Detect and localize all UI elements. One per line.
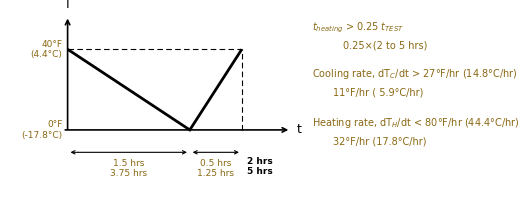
Text: t: t (296, 123, 301, 136)
Text: 0.5 hrs
1.25 hrs: 0.5 hrs 1.25 hrs (197, 159, 235, 179)
Text: 2 hrs
5 hrs: 2 hrs 5 hrs (247, 157, 273, 176)
Text: 32°F/hr (17.8°C/hr): 32°F/hr (17.8°C/hr) (333, 137, 426, 147)
Text: T: T (64, 0, 71, 11)
Text: 0.25×(2 to 5 hrs): 0.25×(2 to 5 hrs) (343, 40, 427, 50)
Text: 1.5 hrs
3.75 hrs: 1.5 hrs 3.75 hrs (110, 159, 147, 179)
Text: 0°F
(-17.8°C): 0°F (-17.8°C) (21, 120, 62, 140)
Text: Heating rate, dT$_H$/dt < 80°F/hr (44.4°C/hr): Heating rate, dT$_H$/dt < 80°F/hr (44.4°… (312, 116, 519, 130)
Text: $t_{heating}$ > 0.25 $t_{TEST}$: $t_{heating}$ > 0.25 $t_{TEST}$ (312, 20, 404, 34)
Text: Cooling rate, dT$_C$/dt > 27°F/hr (14.8°C/hr): Cooling rate, dT$_C$/dt > 27°F/hr (14.8°… (312, 67, 517, 81)
Text: 11°F/hr ( 5.9°C/hr): 11°F/hr ( 5.9°C/hr) (333, 87, 423, 97)
Text: 40°F
(4.4°C): 40°F (4.4°C) (31, 40, 62, 59)
